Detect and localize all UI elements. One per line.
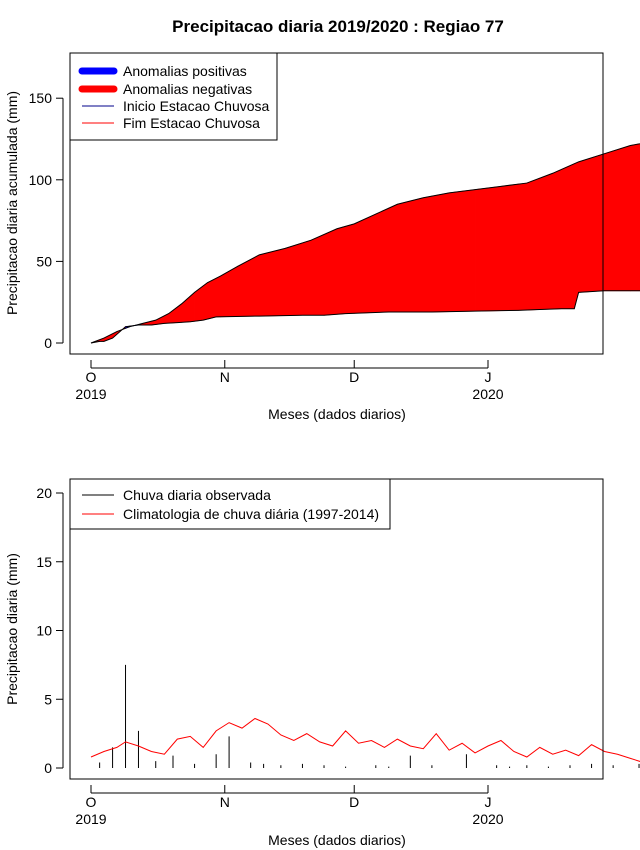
negative-anomaly-band — [552, 168, 562, 310]
y-tick-label: 15 — [36, 554, 52, 570]
cumulative-series-group — [90, 143, 640, 344]
negative-anomaly-band — [474, 185, 502, 312]
plot-frame — [69, 52, 604, 355]
y-tick-label: 0 — [44, 760, 52, 776]
negative-anomaly-band — [526, 177, 541, 311]
negative-anomaly-band — [397, 197, 424, 313]
y-axis-label: Precipitacao diaria (mm) — [4, 553, 20, 705]
y-tick-label: 20 — [36, 485, 52, 501]
x-tick-label: N — [220, 794, 230, 810]
negative-anomaly-band — [202, 282, 208, 321]
negative-anomaly-band — [561, 163, 575, 310]
negative-anomaly-band — [220, 265, 239, 318]
x-axis-label: Meses (dados diarios) — [268, 406, 406, 422]
y-tick-label: 5 — [44, 691, 52, 707]
x-tick-year-label: 2019 — [75, 386, 106, 402]
x-tick-year-label: 2020 — [472, 386, 503, 402]
negative-anomaly-band — [345, 223, 355, 314]
x-tick-label: J — [485, 369, 492, 385]
legend: Anomalias positivas Anomalias negativas … — [69, 52, 278, 141]
x-tick-year-label: 2020 — [472, 811, 503, 827]
x-tick-label: O — [86, 794, 97, 810]
negative-anomaly-band — [310, 234, 325, 316]
negative-anomaly-band — [630, 143, 640, 292]
negative-anomaly-band — [284, 242, 303, 316]
negative-anomaly-band — [215, 275, 221, 318]
legend-label-positive: Anomalias positivas — [123, 63, 247, 79]
negative-anomaly-band — [539, 172, 554, 310]
y-tick-label: 100 — [29, 172, 53, 188]
negative-anomaly-band — [578, 153, 605, 293]
legend-box — [69, 478, 391, 530]
y-axis: 0 50 100 150 — [29, 90, 64, 351]
negative-anomaly-band — [431, 192, 450, 313]
legend-label-fim: Fim Estacao Chuvosa — [123, 115, 260, 131]
climatology-daily-line — [90, 717, 640, 762]
y-tick-label: 0 — [44, 335, 52, 351]
negative-anomaly-band — [258, 247, 286, 317]
x-tick-label: J — [485, 794, 492, 810]
negative-anomaly-band — [353, 213, 377, 314]
y-axis: 0 5 10 15 20 — [36, 485, 64, 776]
legend-label-negative: Anomalias negativas — [123, 81, 252, 97]
negative-anomaly-band — [189, 291, 195, 323]
x-tick-label: N — [220, 369, 230, 385]
chart-title: Precipitacao diaria 2019/2020 : Regiao 7… — [172, 17, 504, 36]
negative-anomaly-band — [517, 182, 528, 311]
observed-cumulative-line — [90, 290, 640, 344]
y-tick-label: 150 — [29, 90, 53, 106]
x-tick-year-label: 2019 — [75, 811, 106, 827]
negative-anomaly-band — [207, 277, 217, 320]
x-tick-label: D — [349, 794, 359, 810]
y-tick-label: 10 — [36, 623, 52, 639]
negative-anomaly-band — [302, 239, 312, 316]
cumulative-chart: Precipitacao diaria 2019/2020 : Regiao 7… — [4, 17, 640, 422]
negative-anomaly-band — [336, 225, 346, 315]
negative-anomaly-band — [168, 306, 178, 324]
negative-anomaly-band — [323, 228, 338, 316]
y-axis-label: Precipitacao diaria acumulada (mm) — [4, 91, 20, 315]
negative-anomaly-band — [388, 203, 398, 313]
legend-label-climatology: Climatologia de chuva diária (1997-2014) — [123, 506, 379, 522]
daily-series-group — [90, 664, 640, 768]
legend: Chuva diaria observada Climatologia de c… — [69, 478, 391, 530]
y-tick-label: 50 — [36, 253, 52, 269]
negative-anomaly-band — [573, 161, 579, 309]
climatology-cumulative-line — [90, 143, 640, 344]
x-axis-label: Meses (dados diarios) — [268, 832, 406, 848]
negative-anomaly-band — [500, 183, 519, 311]
x-tick-label: D — [349, 369, 359, 385]
negative-anomaly-band — [422, 195, 433, 313]
negative-anomaly-band — [448, 189, 476, 312]
legend-label-inicio: Inicio Estacao Chuvosa — [123, 98, 270, 114]
negative-anomaly-band — [604, 145, 631, 292]
negative-anomaly-band — [375, 207, 390, 313]
x-tick-label: O — [86, 369, 97, 385]
legend-label-observed: Chuva diaria observada — [123, 487, 271, 503]
